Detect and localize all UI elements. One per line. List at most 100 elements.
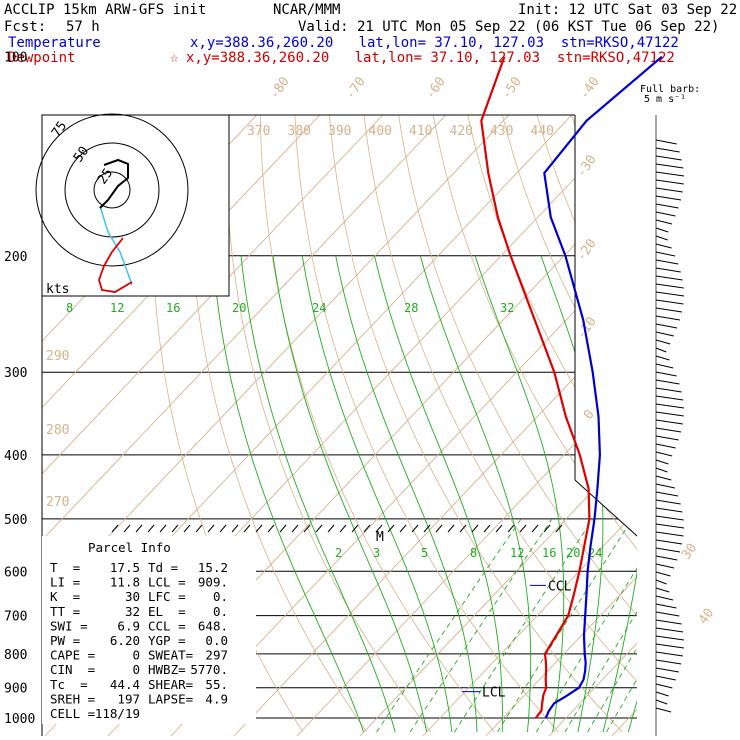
wind-barb [655,435,679,441]
isotherm-line [42,115,447,737]
hatch-mark [279,524,287,533]
pressure-tick-label: 100 [4,51,27,66]
wind-barb [655,587,670,593]
dry-adiabat-line [587,115,637,733]
moist-adiabat-line [272,255,428,733]
parcel-label: LI = [50,575,80,590]
pressure-tick-label: 500 [4,513,27,528]
wind-barb [655,563,675,569]
hatch-mark [543,524,551,533]
wind-barb [655,419,683,425]
wind-barb [655,227,669,233]
mixing-ratio-tick-label: 20 [566,546,580,560]
wind-barb [655,339,671,345]
mixing-ratio-tick-label: 16 [166,301,180,315]
parcel-info-box: Parcel Info T = 17.5 Td = 15.2 LI = 11.8 LCL = 9… [42,536,256,724]
wind-barb [655,699,668,705]
hatch-mark [507,524,515,533]
hatch-mark [363,524,371,533]
dry-adiabat-line [619,115,637,733]
wind-barb [655,643,684,649]
theta-tick-label: 380 [288,124,311,139]
hodograph: 25 50 75 kts [35,113,230,297]
parcel-value: 11.8 [110,575,140,590]
wind-barb [655,379,680,385]
hatch-mark [231,524,239,533]
pressure-tick-label: 700 [4,610,27,625]
wind-barb [655,243,672,249]
isotherm-tick-label: -50 [499,74,525,102]
mixing-ratio-tick-label: 3 [373,546,380,560]
wind-barb [655,675,676,681]
wind-barb [655,139,677,145]
mixing-ratio-tick-label: 2 [335,546,342,560]
theta-tick-label: 410 [409,124,432,139]
wind-barb [655,395,684,401]
dry-adiabat-line [521,115,637,733]
mixing-ratio-line [454,518,594,733]
parcel-label: SHEAR= [148,677,193,692]
mixing-ratio-tick-label: 24 [312,301,326,315]
parcel-label: CELL = [50,706,95,721]
wind-barb [655,323,678,329]
wind-barb [655,691,669,697]
moist-adiabat-line [335,255,478,733]
hatch-mark [291,524,299,533]
theta-tick-label: 440 [531,124,554,139]
wind-barb [655,635,684,641]
parcel-value: 297 [205,648,228,663]
theta-tick-label: 370 [247,124,270,139]
wind-barb [655,171,685,177]
wind-barb [655,363,674,369]
parcel-value: 30 [125,589,140,604]
wind-barb [655,667,679,673]
m-marker-label: M [376,530,384,545]
isotherm-tick-label: 0 [581,407,598,422]
wind-barb [655,155,682,161]
model-title: ACCLIP 15km ARW-GFS init [4,2,207,18]
isotherm-line [485,115,637,737]
parcel-value: 648. [198,618,228,633]
parcel-label: K = [50,589,80,604]
theta-tick-label: 400 [369,124,392,139]
parcel-label: T = [50,560,80,575]
theta-tick-label: 290 [46,349,69,364]
barb-legend-line2: 5 m s⁻¹ [644,94,687,105]
isotherm-tick-label: 30 [679,541,700,562]
wind-barb [655,707,672,713]
parcel-value: 0 [132,662,140,677]
pressure-tick-label: 200 [4,250,27,265]
hatch-mark [111,524,119,533]
parcel-value: 15.2 [198,560,228,575]
wind-barb [655,523,685,529]
temperature-profile-line [543,55,663,719]
wind-barb [655,555,678,561]
hatch-mark [159,524,167,533]
hatch-mark [207,524,215,533]
plot-right-slant [574,479,638,537]
dry-adiabat-line [188,115,368,733]
isotherm-tick-label: 40 [696,606,717,627]
hatch-mark [303,524,311,533]
dry-adiabat-line [224,115,432,733]
moist-adiabat-line [374,255,503,732]
wind-barb [655,283,684,289]
parcel-label: PW = [50,633,80,648]
hatch-mark [423,524,431,533]
wind-barb [655,267,681,273]
mixing-ratio-line [497,518,633,733]
wind-barb [655,443,676,449]
fcst-label: Fcst: [4,19,47,35]
parcel-value: 0. [213,589,228,604]
hatch-mark [375,524,383,533]
parcel-label: LAPSE= [148,691,193,706]
hatch-mark [351,524,359,533]
wind-barb [655,163,684,169]
wind-barb [655,259,679,265]
dewpoint-star-icon: ☆ [170,50,179,66]
ccl-label: CCL [548,579,572,594]
init-time: Init: 12 UTC Sat 03 Sep 22 [518,2,738,18]
hodo-units: kts [46,282,69,297]
wind-barb [655,427,682,433]
